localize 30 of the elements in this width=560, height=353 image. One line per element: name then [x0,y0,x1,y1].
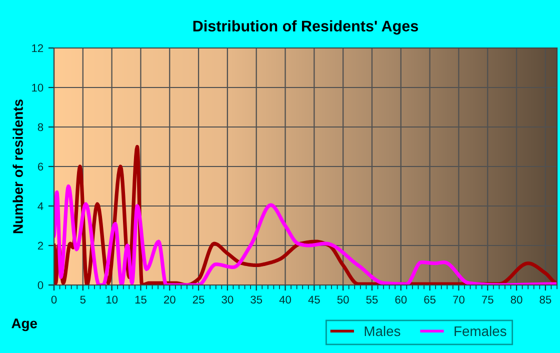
x-tick-label: 85 [540,296,552,304]
y-tick-label: 8 [38,123,44,132]
legend-label: Males [364,326,400,336]
y-tick-label: 0 [38,281,44,290]
x-tick-label: 80 [510,296,522,304]
y-axis-title: Number of residents [12,100,23,234]
y-tick-label: 4 [38,202,44,210]
x-tick-label: 5 [80,296,86,304]
x-tick-label: 75 [482,296,494,304]
y-tick-label: 10 [32,84,44,92]
x-tick-label: 40 [279,296,292,304]
x-tick-label: 45 [308,296,320,304]
chart-title: Distribution of Residents' Ages [193,20,418,35]
y-tick-label: 12 [32,44,44,52]
x-tick-label: 50 [337,296,349,304]
x-tick-label: 60 [395,296,407,304]
x-tick-label: 35 [250,296,262,304]
x-tick-label: 10 [106,296,118,304]
x-axis-title: Age [12,318,38,332]
x-tick-label: 25 [192,296,204,304]
x-tick-label: 30 [222,296,234,304]
x-tick-label: 20 [164,296,176,304]
x-tick-label: 0 [51,296,57,304]
y-tick-label: 6 [38,162,44,171]
x-tick-label: 55 [366,296,378,304]
x-tick-label: 70 [453,296,464,304]
legend-label: Females [454,326,506,336]
y-tick-label: 2 [38,242,44,250]
x-tick-label: 65 [424,296,436,304]
x-tick-label: 15 [135,296,146,304]
